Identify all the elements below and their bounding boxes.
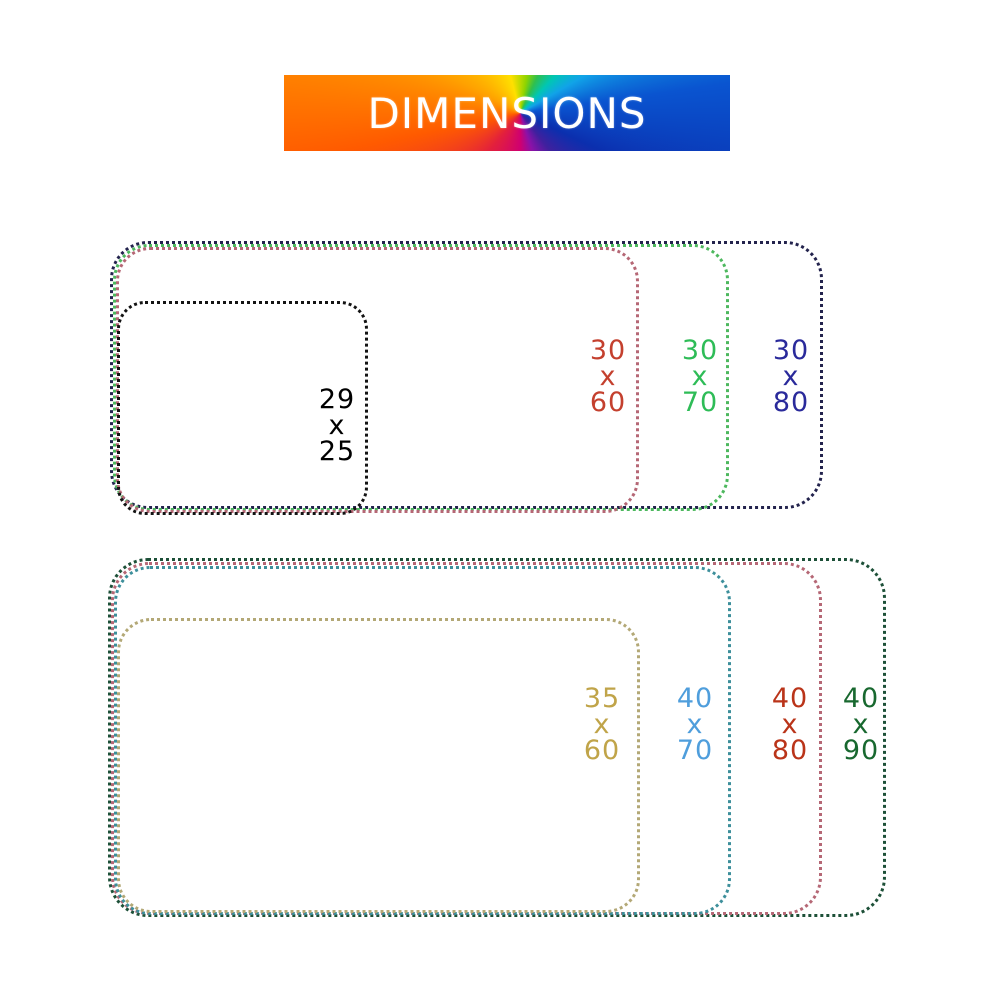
size-label-40x80: 40 x 80	[745, 683, 835, 766]
size-separator: x	[328, 410, 346, 441]
size-value: 90	[842, 735, 880, 766]
size-rect-30x80	[110, 241, 823, 509]
size-label-30x80: 30 x 80	[746, 335, 836, 418]
size-value: 35	[583, 683, 621, 714]
size-rect-30x70	[113, 244, 729, 511]
size-value: 60	[589, 387, 627, 418]
size-value: 60	[583, 735, 621, 766]
size-separator: x	[593, 709, 611, 740]
size-separator: x	[782, 361, 800, 392]
size-separator: x	[691, 361, 709, 392]
size-rect-40x70	[114, 566, 731, 915]
size-value: 29	[318, 384, 356, 415]
size-separator: x	[852, 709, 870, 740]
size-separator: x	[686, 709, 704, 740]
size-rect-35x60	[117, 618, 640, 913]
size-separator: x	[599, 361, 617, 392]
size-label-40x90: 40 x 90	[816, 683, 906, 766]
size-value: 70	[676, 735, 714, 766]
size-value: 25	[318, 436, 356, 467]
size-separator: x	[781, 709, 799, 740]
size-value: 30	[589, 335, 627, 366]
size-value: 80	[771, 735, 809, 766]
size-value: 70	[681, 387, 719, 418]
size-label-35x60: 35 x 60	[557, 683, 647, 766]
size-label-40x70: 40 x 70	[650, 683, 740, 766]
size-rect-29x25	[117, 301, 368, 515]
size-label-30x70: 30 x 70	[655, 335, 745, 418]
size-value: 40	[771, 683, 809, 714]
banner-title: DIMENSIONS	[367, 88, 647, 138]
size-value: 40	[676, 683, 714, 714]
size-value: 80	[772, 387, 810, 418]
size-rect-40x90	[108, 558, 886, 917]
size-value: 30	[681, 335, 719, 366]
dimensions-banner: DIMENSIONS	[284, 75, 730, 151]
size-label-29x25: 29 x 25	[292, 384, 382, 467]
size-label-30x60: 30 x 60	[563, 335, 653, 418]
size-value: 40	[842, 683, 880, 714]
size-value: 30	[772, 335, 810, 366]
